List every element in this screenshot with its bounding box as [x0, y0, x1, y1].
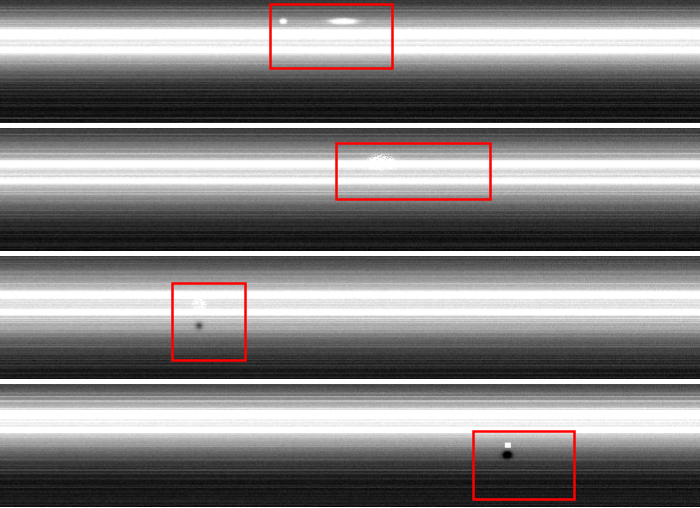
- Bar: [473, 431, 574, 499]
- Bar: [172, 283, 245, 360]
- Bar: [336, 143, 490, 199]
- Bar: [270, 4, 392, 68]
